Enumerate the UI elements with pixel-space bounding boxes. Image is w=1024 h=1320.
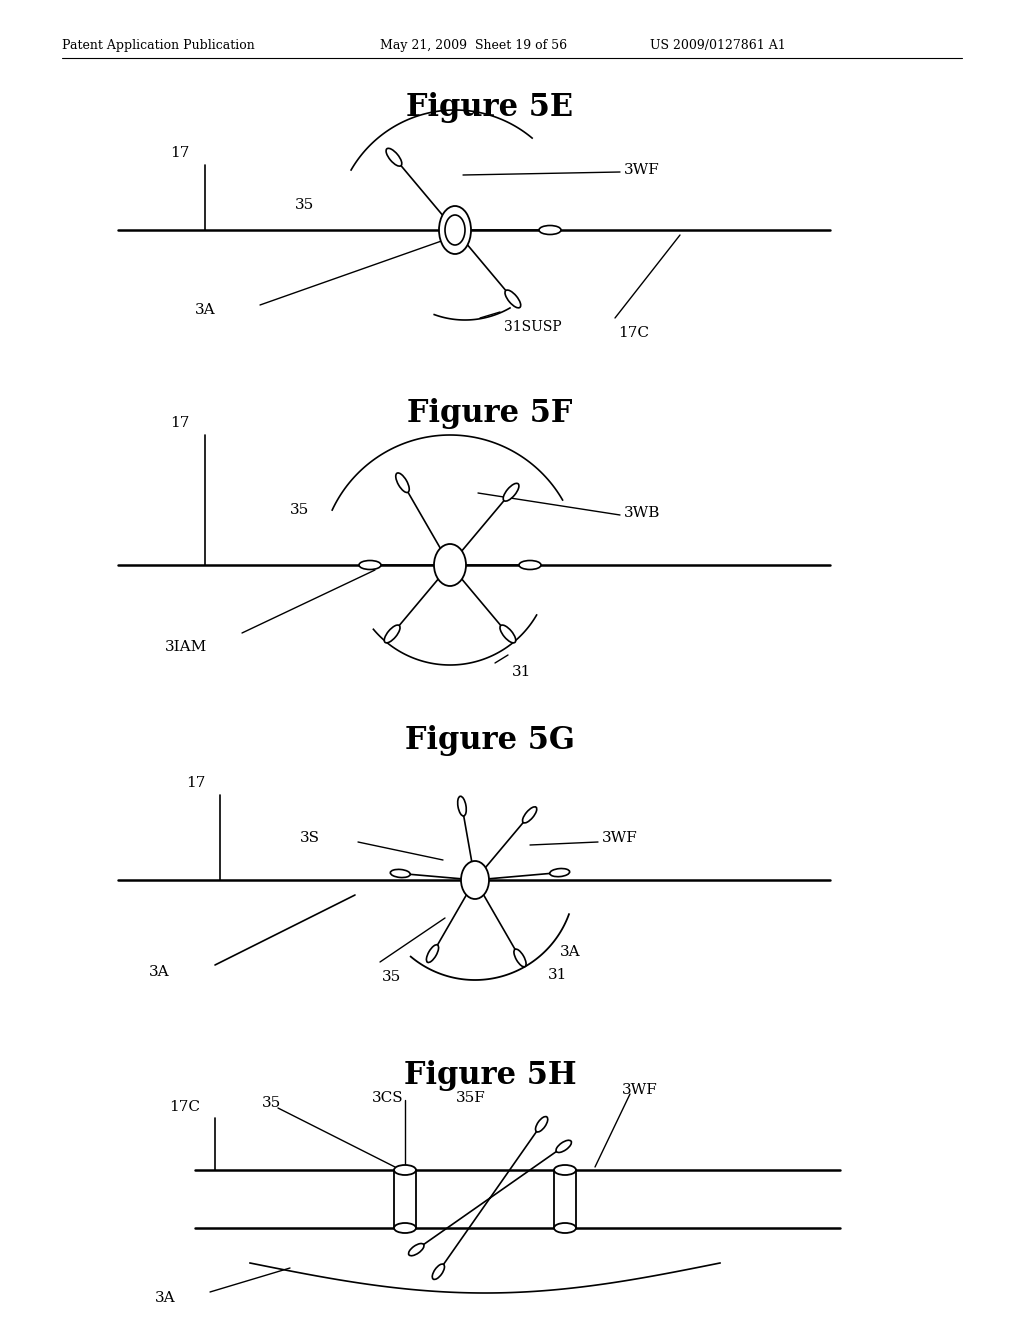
Text: 31: 31: [512, 665, 531, 678]
Ellipse shape: [539, 226, 561, 235]
Ellipse shape: [409, 1243, 424, 1255]
Text: May 21, 2009  Sheet 19 of 56: May 21, 2009 Sheet 19 of 56: [380, 40, 567, 53]
Ellipse shape: [359, 561, 381, 569]
Ellipse shape: [514, 949, 526, 966]
Ellipse shape: [434, 544, 466, 586]
Text: 31SUSP: 31SUSP: [504, 319, 561, 334]
Text: 35F: 35F: [456, 1092, 485, 1105]
Text: 31: 31: [548, 968, 567, 982]
Text: 17C: 17C: [618, 326, 649, 341]
Text: Figure 5H: Figure 5H: [403, 1060, 577, 1092]
Text: 35: 35: [295, 198, 314, 213]
Ellipse shape: [522, 807, 537, 822]
Ellipse shape: [390, 870, 411, 878]
Ellipse shape: [394, 1224, 416, 1233]
Ellipse shape: [554, 1166, 575, 1175]
Text: 17C: 17C: [169, 1100, 200, 1114]
Ellipse shape: [458, 796, 466, 816]
Text: 35: 35: [382, 970, 401, 983]
Ellipse shape: [554, 1224, 575, 1233]
Text: Patent Application Publication: Patent Application Publication: [62, 40, 255, 53]
Text: 17: 17: [185, 776, 205, 789]
Ellipse shape: [503, 483, 519, 502]
Text: 3IAM: 3IAM: [165, 640, 207, 653]
Text: 3A: 3A: [195, 304, 215, 317]
Text: 35: 35: [290, 503, 309, 517]
Ellipse shape: [550, 869, 569, 876]
Text: 35: 35: [262, 1096, 282, 1110]
Text: 3S: 3S: [300, 832, 319, 845]
Text: 3WF: 3WF: [602, 832, 638, 845]
Ellipse shape: [536, 1117, 548, 1133]
Text: 3A: 3A: [155, 1291, 175, 1305]
Ellipse shape: [394, 1166, 416, 1175]
Ellipse shape: [395, 473, 410, 492]
Ellipse shape: [439, 206, 471, 253]
Ellipse shape: [500, 626, 516, 643]
Ellipse shape: [384, 626, 400, 643]
Ellipse shape: [556, 1140, 571, 1152]
Ellipse shape: [386, 148, 401, 166]
Text: 3WB: 3WB: [624, 506, 660, 520]
Text: 3A: 3A: [150, 965, 170, 979]
Text: Figure 5F: Figure 5F: [408, 399, 572, 429]
Text: Figure 5E: Figure 5E: [407, 92, 573, 123]
Ellipse shape: [519, 561, 541, 569]
Ellipse shape: [445, 215, 465, 246]
Text: 3CS: 3CS: [372, 1092, 403, 1105]
Text: 3A: 3A: [560, 945, 581, 960]
Ellipse shape: [461, 861, 489, 899]
Ellipse shape: [505, 290, 521, 308]
Text: 3WF: 3WF: [622, 1082, 657, 1097]
Text: 3WF: 3WF: [624, 162, 659, 177]
Text: 17: 17: [171, 147, 190, 160]
Ellipse shape: [426, 945, 438, 962]
Ellipse shape: [432, 1265, 444, 1279]
Text: Figure 5G: Figure 5G: [406, 725, 574, 756]
Text: 17: 17: [171, 416, 190, 430]
Text: US 2009/0127861 A1: US 2009/0127861 A1: [650, 40, 785, 53]
